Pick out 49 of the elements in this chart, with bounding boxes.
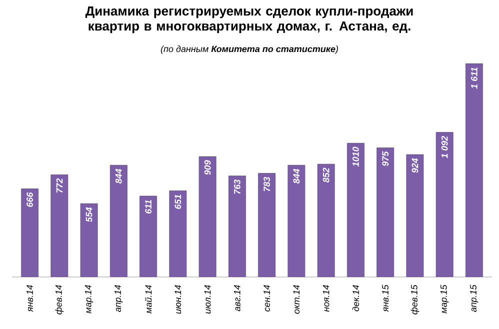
x-tick-label: апр.14 [114,285,123,312]
bar [376,148,394,277]
x-tick-label: май.14 [144,285,152,314]
bar [406,154,424,277]
chart-subtitle: (по данным Комитета по статистике) [160,46,338,54]
x-tick-label: авг.14 [234,285,240,312]
x-tick-label: апр.15 [470,284,478,312]
data-label: 763 [234,180,240,194]
bar [347,142,364,277]
data-label: 844 [115,168,122,184]
data-label: 844 [293,168,300,184]
x-tick-label: янв.15 [382,284,388,312]
x-tick-label: фев.15 [410,284,420,314]
data-label: 924 [412,158,418,173]
bar [21,188,38,277]
bar [110,164,128,277]
data-label: 852 [322,168,330,183]
data-label: 554 [86,207,92,222]
data-label: 783 [264,176,270,192]
x-tick-label: сен.14 [264,285,270,312]
bar [198,156,216,277]
bar [436,132,454,277]
data-label: 1 092 [441,136,448,158]
bar [169,190,187,277]
data-label: 651 [174,194,182,209]
data-label: 975 [382,151,389,166]
bar [50,174,68,277]
x-tick-label: июл.14 [204,285,211,314]
x-tick-label: мар.14 [85,285,94,314]
x-tick-label: июн.14 [174,285,182,314]
x-tick-label: окт.14 [293,285,300,314]
bar [140,196,157,277]
chart-title: Динамика регистрируемых сделок купли-продажи квартир в многоквартирных домах, г. Астана, ед. [85,6,413,34]
bar [317,164,335,277]
x-tick-label: фев.14 [55,285,64,314]
bar [466,63,483,277]
bar [258,173,276,277]
data-label: 909 [204,160,211,175]
x-tick-label: ноя.14 [322,285,330,312]
x-tick-label: дек.14 [352,285,360,312]
bar [228,176,246,277]
data-label: 611 [145,200,152,214]
x-tick-label: янв.14 [26,285,33,312]
data-label: 666 [26,192,33,207]
data-label: 772 [56,178,63,193]
x-tick-label: мар.15 [440,284,449,314]
bar [288,164,306,277]
data-label: 1 611 [471,68,478,89]
data-label: 1010 [352,146,359,167]
